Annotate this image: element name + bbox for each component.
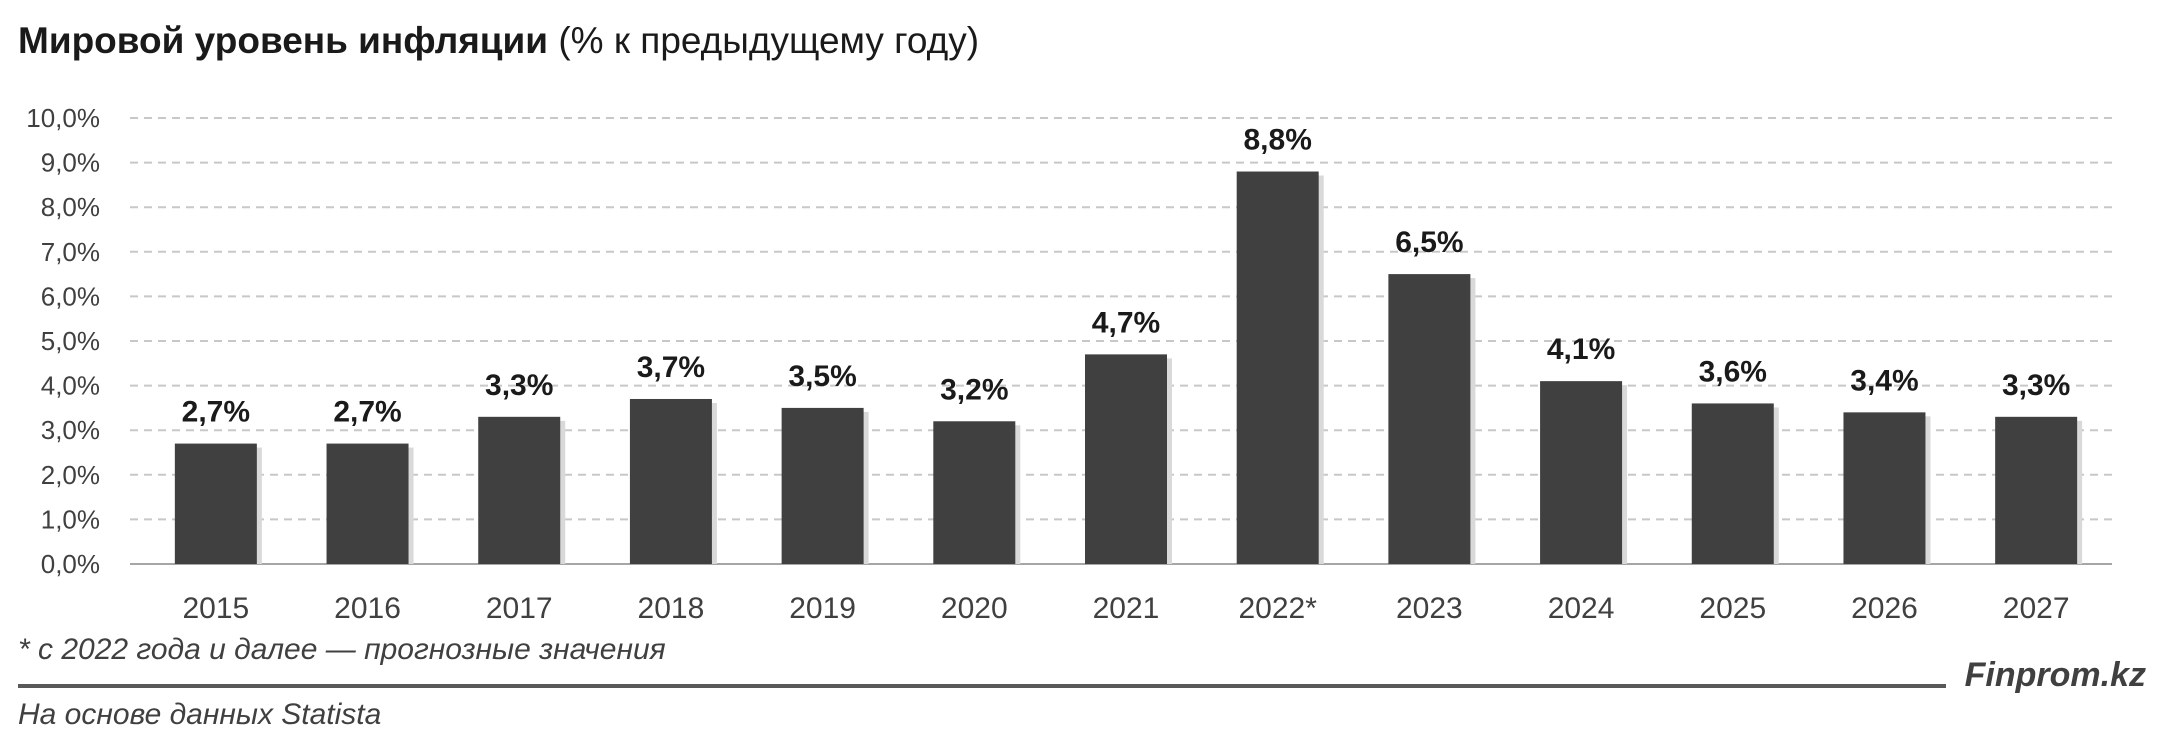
y-tick-label: 9,0% xyxy=(41,148,100,178)
y-tick-label: 8,0% xyxy=(41,192,100,222)
y-tick-label: 6,0% xyxy=(41,281,100,311)
bar xyxy=(1085,354,1167,564)
bar xyxy=(174,443,257,564)
x-tick-label: 2021 xyxy=(1093,592,1160,625)
data-source-note: На основе данных Statista xyxy=(18,698,382,731)
bar xyxy=(1995,416,2078,564)
y-tick-label: 10,0% xyxy=(26,103,100,133)
value-label: 8,8% xyxy=(1243,124,1311,157)
y-tick-label: 0,0% xyxy=(41,549,100,579)
value-label: 3,3% xyxy=(2002,369,2070,402)
bar xyxy=(1236,171,1319,564)
x-tick-label: 2019 xyxy=(789,592,856,625)
value-label: 3,2% xyxy=(940,373,1008,406)
x-tick-label: 2023 xyxy=(1396,592,1463,625)
bar xyxy=(933,421,1016,564)
bar xyxy=(478,416,561,564)
footer-divider xyxy=(18,684,1946,688)
bar xyxy=(1843,412,1926,564)
chart-title-units: (% к предыдущему году) xyxy=(548,20,980,61)
x-tick-label: 2020 xyxy=(941,592,1008,625)
y-axis-ticks: 0,0% 1,0% 2,0% 3,0% 4,0% 5,0% 6,0% 7,0% 8,0% 9,0%… xyxy=(26,103,100,579)
value-label: 3,6% xyxy=(1699,355,1767,388)
value-label: 3,5% xyxy=(788,360,856,393)
x-tick-label: 2022* xyxy=(1238,592,1317,625)
bar xyxy=(629,398,712,564)
value-label: 3,3% xyxy=(485,369,553,402)
x-tick-label: 2018 xyxy=(638,592,705,625)
y-tick-label: 2,0% xyxy=(41,460,100,490)
bar xyxy=(1540,381,1623,564)
chart-title-main: Мировой уровень инфляции xyxy=(18,20,549,61)
bar xyxy=(326,443,409,564)
x-tick-label: 2026 xyxy=(1851,592,1918,625)
y-tick-label: 5,0% xyxy=(41,326,100,356)
y-tick-label: 7,0% xyxy=(41,237,100,267)
x-tick-label: 2024 xyxy=(1548,592,1615,625)
bar xyxy=(1388,274,1471,564)
bar xyxy=(781,407,864,564)
y-tick-label: 1,0% xyxy=(41,504,100,534)
value-labels: 2,7% 2,7% 3,3% 3,7% 3,5% 3,2% 4,7% 8,8% 6,5% 4,1%… xyxy=(182,124,2071,429)
bars xyxy=(174,171,2083,564)
bar xyxy=(1691,403,1774,564)
brand-logo-text: Finprom.kz xyxy=(1964,656,2146,694)
x-tick-label: 2025 xyxy=(1699,592,1766,625)
x-tick-label: 2017 xyxy=(486,592,553,625)
chart-title: Мировой уровень инфляции (% к предыдущем… xyxy=(18,16,979,66)
value-label: 2,7% xyxy=(333,396,401,429)
value-label: 4,7% xyxy=(1092,306,1160,339)
x-axis-ticks: 2015 2016 2017 2018 2019 2020 2021 2022* 2023 202… xyxy=(182,592,2069,625)
x-tick-label: 2027 xyxy=(2003,592,2070,625)
value-label: 3,4% xyxy=(1850,364,1918,397)
value-label: 6,5% xyxy=(1395,226,1463,259)
value-label: 3,7% xyxy=(637,351,705,384)
y-tick-label: 4,0% xyxy=(41,371,100,401)
inflation-bar-chart: 0,0% 1,0% 2,0% 3,0% 4,0% 5,0% 6,0% 7,0% 8,0% 9,0%… xyxy=(26,103,2112,625)
value-label: 4,1% xyxy=(1547,333,1615,366)
forecast-footnote: * с 2022 года и далее — прогнозные значе… xyxy=(18,633,666,666)
x-tick-label: 2015 xyxy=(182,592,249,625)
y-tick-label: 3,0% xyxy=(41,415,100,445)
x-tick-label: 2016 xyxy=(334,592,401,625)
value-label: 2,7% xyxy=(182,396,250,429)
